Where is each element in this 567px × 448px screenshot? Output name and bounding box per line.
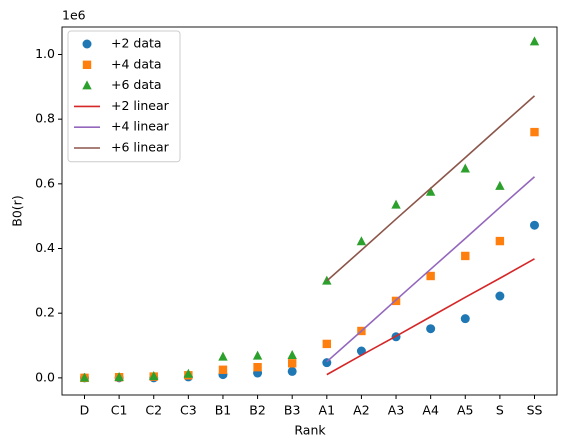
legend-marker — [82, 39, 92, 49]
data-point — [218, 365, 228, 374]
legend-label: +6 data — [111, 77, 162, 92]
offset-text: 1e6 — [62, 8, 86, 23]
data-point — [114, 372, 124, 382]
data-point — [495, 180, 505, 190]
x-tick-label: D — [80, 403, 90, 418]
data-point — [425, 186, 436, 196]
data-point — [218, 351, 228, 361]
x-tick-label: SS — [527, 403, 543, 418]
data-point — [460, 314, 470, 324]
data-point — [529, 36, 540, 46]
legend-marker — [82, 60, 92, 69]
x-tick-label: A3 — [388, 403, 405, 418]
data-point — [530, 220, 539, 230]
y-tick-label: 1.0 — [35, 46, 55, 61]
data-point — [79, 372, 90, 382]
data-point — [253, 362, 262, 372]
data-point — [495, 291, 505, 301]
x-tick-label: C1 — [111, 403, 128, 418]
data-point — [183, 368, 194, 378]
y-tick-label: 0.0 — [35, 369, 55, 384]
legend-label: +4 linear — [111, 119, 170, 134]
legend-label: +6 linear — [111, 140, 170, 155]
x-tick-label: C2 — [145, 403, 162, 418]
data-point — [530, 127, 539, 137]
x-tick-label: S — [496, 403, 504, 418]
x-tick-label: B1 — [215, 403, 232, 418]
y-tick-label: 0.8 — [35, 111, 55, 126]
data-point — [426, 271, 435, 281]
legend-box — [67, 30, 181, 163]
y-tick-label: 0.6 — [35, 175, 55, 190]
legend-label: +4 data — [111, 56, 162, 71]
data-point — [495, 236, 505, 246]
data-point — [356, 236, 367, 246]
x-tick-label: B2 — [249, 403, 266, 418]
data-point — [287, 350, 297, 360]
legend-label: +2 data — [111, 36, 162, 51]
data-point — [287, 359, 297, 368]
data-point — [426, 324, 436, 334]
data-point — [460, 163, 470, 173]
fit-line — [326, 258, 535, 376]
fit-line — [326, 176, 536, 363]
y-axis-label: B0(r) — [10, 195, 25, 226]
legend-marker — [82, 80, 92, 90]
y-tick-label: 0.2 — [35, 305, 55, 320]
x-tick-label: A4 — [422, 403, 439, 418]
axes-frame — [61, 26, 558, 396]
data-point — [287, 366, 297, 376]
x-tick-label: A1 — [319, 403, 336, 418]
fit-line — [326, 95, 536, 282]
y-tick-label: 0.4 — [35, 240, 55, 255]
data-point — [252, 350, 263, 360]
x-tick-label: A5 — [457, 403, 474, 418]
data-point — [322, 339, 332, 349]
data-point — [391, 199, 401, 209]
x-tick-label: A2 — [353, 403, 370, 418]
x-tick-label: B3 — [284, 403, 301, 418]
data-point — [149, 371, 159, 381]
data-point — [461, 251, 470, 261]
legend-label: +2 linear — [111, 98, 170, 113]
x-tick-label: C3 — [180, 403, 197, 418]
x-axis-label: Rank — [294, 423, 326, 438]
